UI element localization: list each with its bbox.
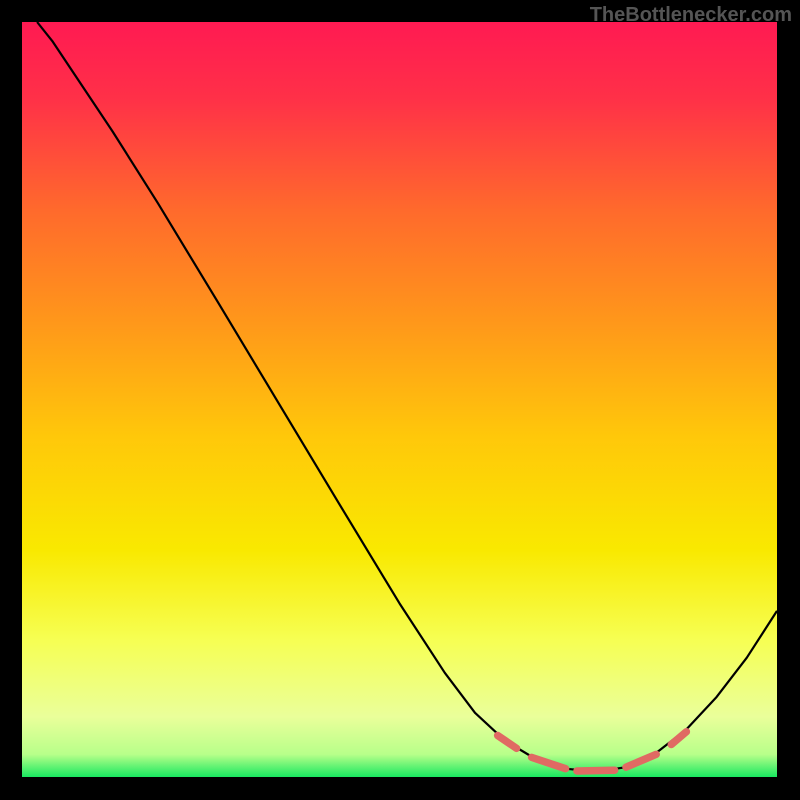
chart-canvas [0, 0, 800, 800]
bottleneck-chart: TheBottlenecker.com [0, 0, 800, 800]
optimal-marker-segment [577, 770, 615, 771]
plot-background [22, 22, 777, 777]
watermark-text: TheBottlenecker.com [590, 4, 792, 27]
